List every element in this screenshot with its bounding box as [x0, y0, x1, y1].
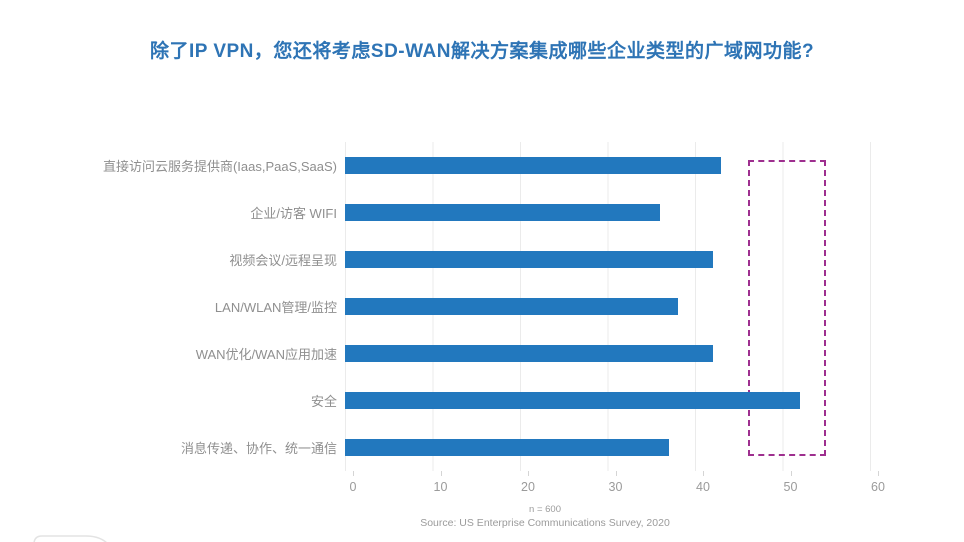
x-axis-tick-mark [528, 471, 529, 476]
bar [345, 439, 669, 456]
x-axis-tick-mark [790, 471, 792, 476]
bar [345, 251, 713, 268]
category-label: 消息传递、协作、统一通信 [180, 441, 337, 456]
category-label: LAN/WLAN管理/监控 [214, 300, 337, 315]
x-axis-tick-label: 20 [521, 480, 535, 494]
x-axis-tick-label: 40 [696, 480, 710, 494]
x-axis-tick-label: 50 [783, 480, 798, 494]
x-axis-tick-mark [615, 471, 617, 476]
x-axis-tick-label: 30 [608, 480, 623, 494]
highlight-dashed-box [747, 160, 827, 456]
bar [345, 204, 660, 221]
bar-chart: 直接访问云服务提供商(Iaas,PaaS,SaaS) 企业/访客 WIFI 视频会议… [58, 142, 935, 471]
sample-size-note: n = 600 [529, 504, 561, 515]
category-label: 直接访问云服务提供商(Iaas,PaaS,SaaS) [102, 159, 337, 174]
footnotes: n = 600 Source: US Enterprise Communicat… [126, 504, 964, 529]
bar [345, 345, 713, 362]
category-label: 企业/访客 WIFI [250, 206, 337, 221]
x-axis-tick-mark [878, 471, 879, 476]
slide: 除了IP VPN，您还将考虑SD-WAN解决方案集成哪些企业类型的广域网功能? … [0, 36, 964, 542]
x-axis-tick-mark [440, 471, 442, 476]
category-label: 安全 [310, 394, 337, 409]
category-label: 视频会议/远程呈现 [229, 253, 337, 268]
source-note: Source: US Enterprise Communications Sur… [420, 517, 670, 529]
bar [345, 392, 800, 409]
plot-area [345, 142, 935, 471]
x-axis-tick-label: 60 [871, 480, 885, 494]
category-label: WAN优化/WAN应用加速 [195, 347, 337, 362]
bar [345, 157, 722, 174]
category-axis: 直接访问云服务提供商(Iaas,PaaS,SaaS) 企业/访客 WIFI 视频会议… [58, 142, 345, 471]
x-axis-tick-label: 10 [433, 480, 448, 494]
footer-tab-outline [33, 535, 107, 542]
x-axis-tick-label: 0 [349, 480, 357, 494]
bar [345, 298, 678, 315]
x-axis-tick-mark [353, 471, 354, 476]
chart-title: 除了IP VPN，您还将考虑SD-WAN解决方案集成哪些企业类型的广域网功能? [149, 41, 815, 62]
footer-bar: IDC © IDC | [0, 532, 964, 542]
x-axis-tick-mark [703, 471, 704, 476]
x-axis: 0 10 20 30 40 50 60 [349, 471, 943, 499]
